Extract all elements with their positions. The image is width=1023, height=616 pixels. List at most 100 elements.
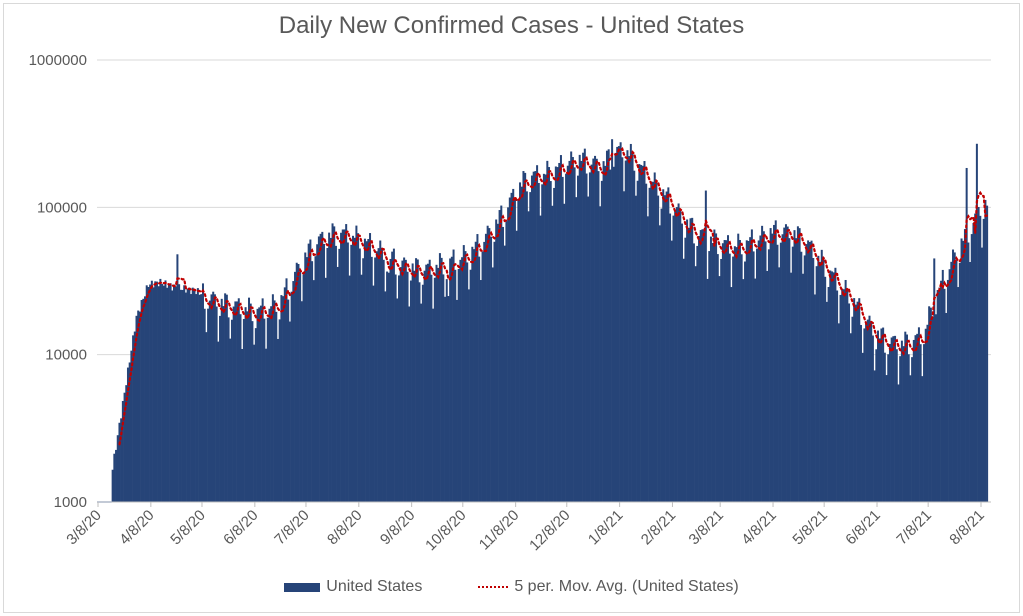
bar <box>520 186 523 502</box>
bar <box>868 315 871 502</box>
bar <box>433 277 436 502</box>
y-tick-label: 1000000 <box>29 52 87 69</box>
bar <box>899 356 902 502</box>
x-tick-label: 11/8/20 <box>476 507 523 554</box>
bar <box>766 270 769 502</box>
bar <box>680 223 683 502</box>
bar <box>689 218 692 503</box>
bar <box>822 257 825 502</box>
bar <box>624 160 627 502</box>
bar <box>230 319 233 502</box>
bar <box>120 418 123 502</box>
x-tick-label: 4/8/20 <box>116 507 158 549</box>
bar <box>742 279 745 502</box>
bar <box>827 287 830 502</box>
bar <box>200 294 203 502</box>
legend-item-united-states[interactable]: United States <box>284 578 422 596</box>
bar <box>222 306 225 502</box>
bar <box>969 262 972 502</box>
bar <box>669 213 672 502</box>
bar <box>369 233 372 502</box>
bar <box>902 346 905 502</box>
bar <box>248 297 251 502</box>
x-tick-label: 3/8/21 <box>685 507 727 549</box>
bar <box>798 228 801 503</box>
bar <box>457 268 460 502</box>
bar <box>658 225 661 503</box>
bar <box>732 256 735 502</box>
bar <box>767 249 770 502</box>
bar <box>176 254 179 502</box>
bar <box>588 172 591 502</box>
bar <box>691 217 694 502</box>
bar <box>950 261 953 502</box>
bar <box>834 267 837 502</box>
bar <box>430 274 433 502</box>
bar <box>759 235 762 503</box>
y-tick-label: 100000 <box>37 199 87 216</box>
bar <box>655 181 658 502</box>
bar <box>341 229 344 502</box>
bar <box>735 247 738 502</box>
bar <box>607 149 610 502</box>
bar <box>698 236 701 502</box>
bar <box>452 249 455 502</box>
bar <box>428 259 431 502</box>
bar <box>936 289 939 502</box>
bar <box>946 279 949 502</box>
bar <box>713 229 716 502</box>
bar <box>877 330 880 502</box>
bar <box>909 375 912 502</box>
bar <box>575 197 578 502</box>
bar <box>142 298 145 502</box>
bar <box>323 243 326 503</box>
bar <box>132 335 135 502</box>
bar <box>493 241 496 502</box>
bar <box>442 274 445 502</box>
bar <box>304 252 307 502</box>
bar <box>559 155 562 502</box>
bar <box>965 167 968 502</box>
bar <box>917 327 920 502</box>
bar <box>348 275 351 502</box>
bar <box>674 210 677 502</box>
bar <box>546 160 549 503</box>
bar <box>888 343 891 502</box>
bar <box>556 167 559 502</box>
bar <box>534 171 537 502</box>
bar <box>418 282 421 502</box>
bar <box>981 247 984 502</box>
bar <box>302 274 305 502</box>
legend-item-moving-average[interactable]: 5 per. Mov. Avg. (United States) <box>478 578 739 596</box>
bar <box>219 315 222 502</box>
bar <box>815 266 818 502</box>
bar <box>512 188 515 502</box>
bar <box>367 239 370 502</box>
bar <box>631 151 634 502</box>
bar <box>812 258 815 502</box>
bar <box>311 261 314 502</box>
bar <box>720 258 723 502</box>
bar <box>205 332 208 502</box>
bar <box>682 258 685 502</box>
bar <box>851 316 854 502</box>
bar <box>675 207 678 502</box>
bar <box>744 261 747 502</box>
bar <box>242 318 245 502</box>
bar <box>646 216 649 503</box>
bar <box>232 306 235 502</box>
bar <box>351 235 354 502</box>
bar <box>425 264 428 502</box>
bar <box>634 195 637 502</box>
bar <box>362 258 365 502</box>
bar <box>278 319 281 502</box>
bar <box>923 344 926 502</box>
bar <box>958 262 961 502</box>
bar <box>113 453 116 502</box>
bar <box>473 249 476 502</box>
bar <box>295 262 298 502</box>
bar <box>409 280 412 502</box>
bar <box>340 232 343 503</box>
bar <box>554 166 557 502</box>
